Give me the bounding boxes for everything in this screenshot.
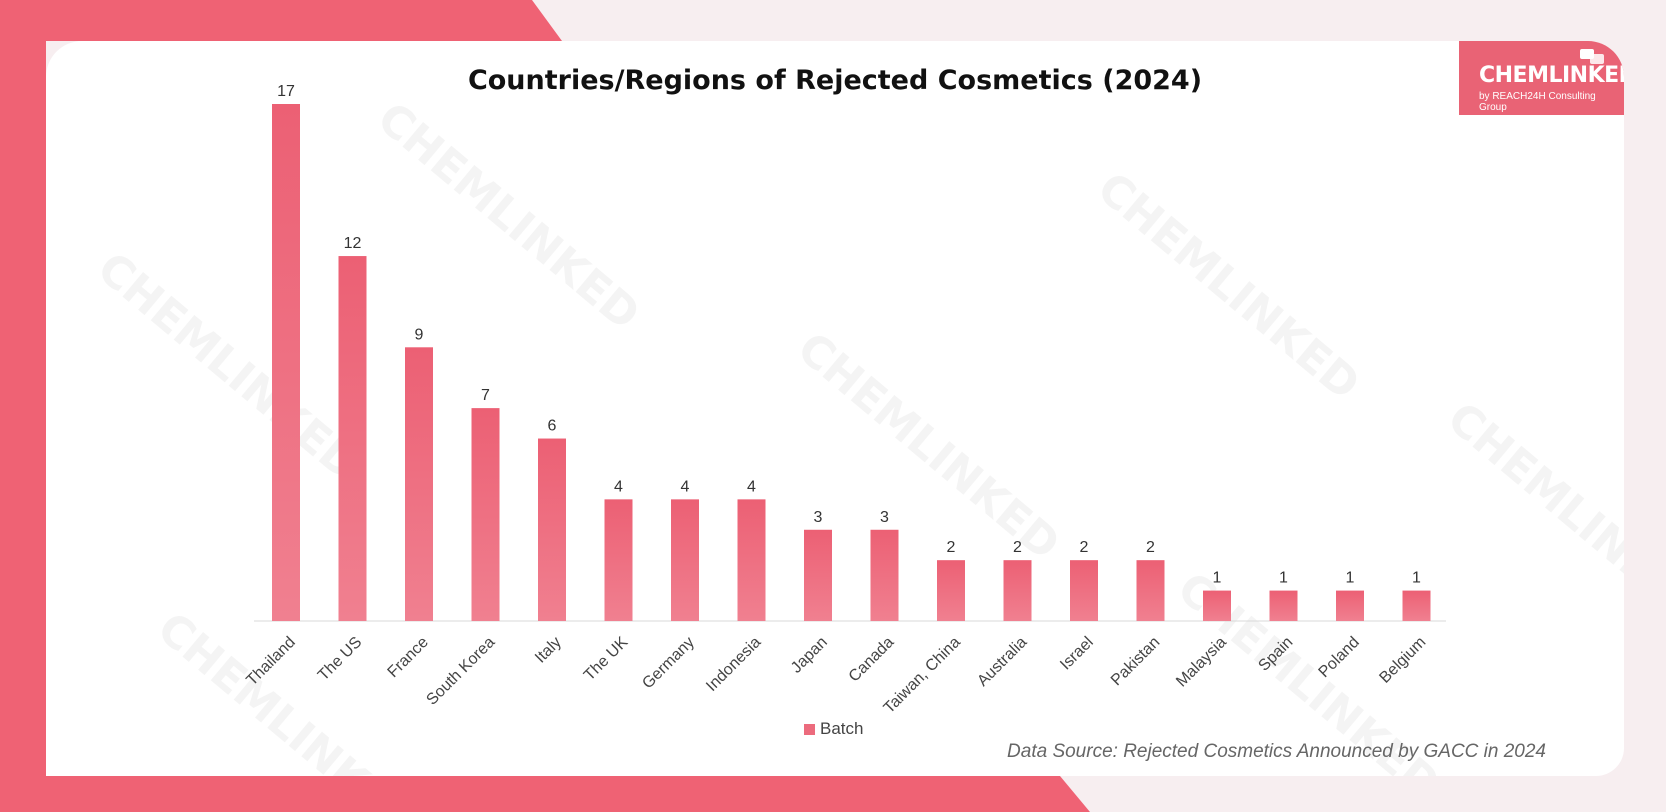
bar (1269, 590, 1298, 621)
legend-swatch (804, 723, 815, 735)
x-tick-label: Indonesia (703, 634, 764, 695)
x-tick-label: South Korea (423, 634, 498, 709)
logo-subtext: by REACH24H Consulting Group (1479, 91, 1596, 113)
x-tick-label: Poland (1316, 634, 1363, 681)
logo-text: CHEMLINKED (1479, 63, 1624, 88)
legend: Batch (804, 719, 863, 739)
chemlinked-logo: CHEMLINKED by REACH24H Consulting Group (1459, 41, 1624, 115)
x-tick-label: Australia (974, 634, 1030, 690)
x-tick-label: Israel (1057, 634, 1097, 674)
x-tick-label: Belgium (1376, 634, 1429, 687)
data-label: 1 (1412, 570, 1421, 587)
legend-label: Batch (820, 719, 864, 738)
data-label: 1 (1346, 570, 1355, 587)
bar (272, 104, 300, 621)
data-label: 17 (277, 83, 295, 100)
bar (1402, 590, 1431, 621)
data-label: 7 (481, 387, 490, 404)
data-label: 2 (1080, 539, 1089, 556)
data-source-note: Data Source: Rejected Cosmetics Announce… (1007, 741, 1546, 762)
bar (405, 347, 433, 621)
bar (671, 499, 699, 621)
x-tick-label: Canada (846, 634, 898, 686)
bar (1136, 560, 1165, 621)
x-tick-label: Germany (639, 634, 698, 693)
bar (1070, 560, 1098, 621)
x-tick-label: Thailand (243, 634, 298, 689)
bar (937, 560, 965, 621)
bar (538, 438, 566, 621)
x-tick-label: The UK (581, 634, 632, 685)
data-label: 2 (947, 539, 956, 556)
chart-title: Countries/Regions of Rejected Cosmetics … (467, 65, 1203, 96)
data-label: 4 (681, 478, 690, 495)
data-label: 2 (1013, 539, 1022, 556)
data-label: 3 (880, 509, 889, 526)
x-tick-label: Malaysia (1173, 634, 1230, 691)
x-tick-label: The US (315, 634, 365, 684)
bar (1003, 560, 1032, 621)
data-label: 6 (548, 418, 557, 435)
bar (338, 256, 367, 621)
bottom-accent-shape (0, 776, 1090, 812)
bar (737, 499, 766, 621)
data-label: 4 (747, 478, 756, 495)
bar (804, 529, 832, 621)
left-accent-strip (0, 0, 46, 812)
bar (471, 408, 500, 621)
x-tick-label: France (385, 634, 432, 681)
x-tick-label: Spain (1255, 634, 1296, 675)
bar (604, 499, 633, 621)
data-label: 1 (1279, 570, 1288, 587)
data-label: 3 (814, 509, 823, 526)
bar (870, 529, 899, 621)
top-left-accent-shape (0, 0, 562, 41)
data-label: 12 (344, 235, 362, 252)
data-label: 9 (415, 326, 424, 343)
data-label: 2 (1146, 539, 1155, 556)
data-label: 4 (614, 478, 623, 495)
x-tick-label: Pakistan (1108, 634, 1163, 689)
x-tick-label: Japan (788, 634, 831, 677)
bar (1203, 590, 1231, 621)
bar (1336, 590, 1364, 621)
data-label: 1 (1213, 570, 1222, 587)
x-tick-label: Italy (532, 634, 565, 667)
chart-card: CHEMLINKED CHEMLINKED CHEMLINKED CHEMLIN… (46, 41, 1624, 776)
chat-bubble-icon (1580, 49, 1604, 64)
